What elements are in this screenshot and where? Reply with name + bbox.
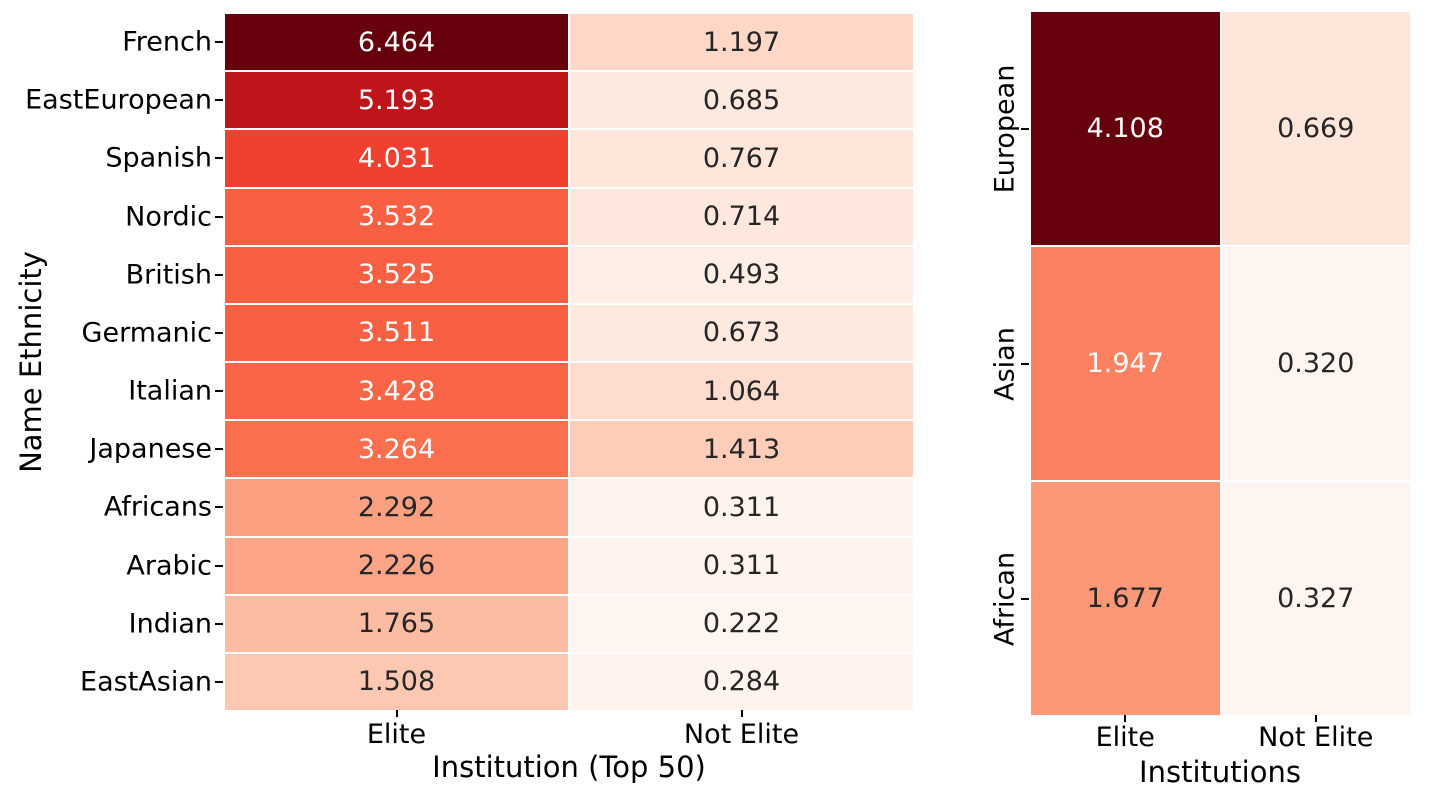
cell-european-not-elite: 0.669 [1221,12,1410,245]
cell-africans-elite: 2.292 [225,479,568,536]
col-label-right-elite: Elite [1095,722,1155,753]
row-label-nordic: Nordic [125,201,212,233]
col-label-right-not-elite: Not Elite [1258,722,1374,753]
y-axis-tick [215,564,223,567]
y-axis-tick [215,331,223,334]
y-axis-tick [215,622,223,625]
row-label-asian: Asian [989,326,1021,401]
cell-spanish-elite: 4.031 [225,130,568,187]
cell-germanic-not-elite: 0.673 [570,304,913,361]
cell-french-elite: 6.464 [225,14,568,71]
x-axis-tick [1124,715,1127,722]
row-label-arabic: Arabic [126,550,212,582]
x-axis-tick [740,710,743,717]
row-label-germanic: Germanic [81,317,212,349]
cell-british-not-elite: 0.493 [570,246,913,303]
cell-nordic-not-elite: 0.714 [570,188,913,245]
y-axis-tick [215,273,223,276]
row-label-african: African [989,551,1021,646]
y-axis-tick [215,157,223,160]
cell-indian-not-elite: 0.222 [570,595,913,652]
cell-eastasian-not-elite: 0.284 [570,653,913,710]
cell-european-elite: 4.108 [1031,12,1220,245]
cell-nordic-elite: 3.532 [225,188,568,245]
cell-germanic-elite: 3.511 [225,304,568,361]
cell-easteuropean-not-elite: 0.685 [570,72,913,129]
row-label-spanish: Spanish [105,142,212,174]
row-label-japanese: Japanese [89,433,212,465]
right-heatmap-grid: 4.108 0.669 1.947 0.320 1.677 0.327 [1031,12,1410,715]
cell-italian-not-elite: 1.064 [570,363,913,420]
cell-eastasian-elite: 1.508 [225,653,568,710]
right-x-axis-label: Institutions [1139,755,1301,789]
row-label-africans: Africans [103,491,212,523]
col-label-left-not-elite: Not Elite [683,719,800,750]
cell-africans-not-elite: 0.311 [570,479,913,536]
y-axis-tick [215,506,223,509]
y-axis-tick [215,680,223,683]
x-axis-tick [1314,715,1317,722]
cell-arabic-not-elite: 0.311 [570,537,913,594]
row-label-indian: Indian [128,608,212,640]
row-label-eastasian: EastAsian [80,666,212,698]
cell-british-elite: 3.525 [225,246,568,303]
cell-japanese-elite: 3.264 [225,421,568,478]
cell-spanish-not-elite: 0.767 [570,130,913,187]
cell-asian-not-elite: 0.320 [1221,247,1410,480]
left-x-axis-label: Institution (Top 50) [432,750,706,784]
row-label-french: French [122,26,212,58]
row-label-european: European [989,64,1021,193]
cell-easteuropean-elite: 5.193 [225,72,568,129]
y-axis-tick [1021,362,1029,365]
cell-arabic-elite: 2.226 [225,537,568,594]
left-heatmap-grid: 6.464 1.197 5.193 0.685 4.031 0.767 3.532 0.714… [225,14,913,710]
cell-italian-elite: 3.428 [225,363,568,420]
row-label-italian: Italian [128,375,212,407]
cell-african-elite: 1.677 [1031,482,1220,715]
y-axis-tick [215,448,223,451]
y-axis-tick [215,99,223,102]
cell-indian-elite: 1.765 [225,595,568,652]
y-axis-tick [215,41,223,44]
y-axis-tick [1021,597,1029,600]
cell-african-not-elite: 0.327 [1221,482,1410,715]
y-axis-tick [215,215,223,218]
y-axis-tick [1021,127,1029,130]
col-label-left-elite: Elite [366,719,427,750]
cell-french-not-elite: 1.197 [570,14,913,71]
cell-asian-elite: 1.947 [1031,247,1220,480]
y-axis-tick [215,390,223,393]
x-axis-tick [395,710,398,717]
row-label-easteuropean: EastEuropean [25,84,212,116]
cell-japanese-not-elite: 1.413 [570,421,913,478]
row-label-british: British [125,259,212,291]
